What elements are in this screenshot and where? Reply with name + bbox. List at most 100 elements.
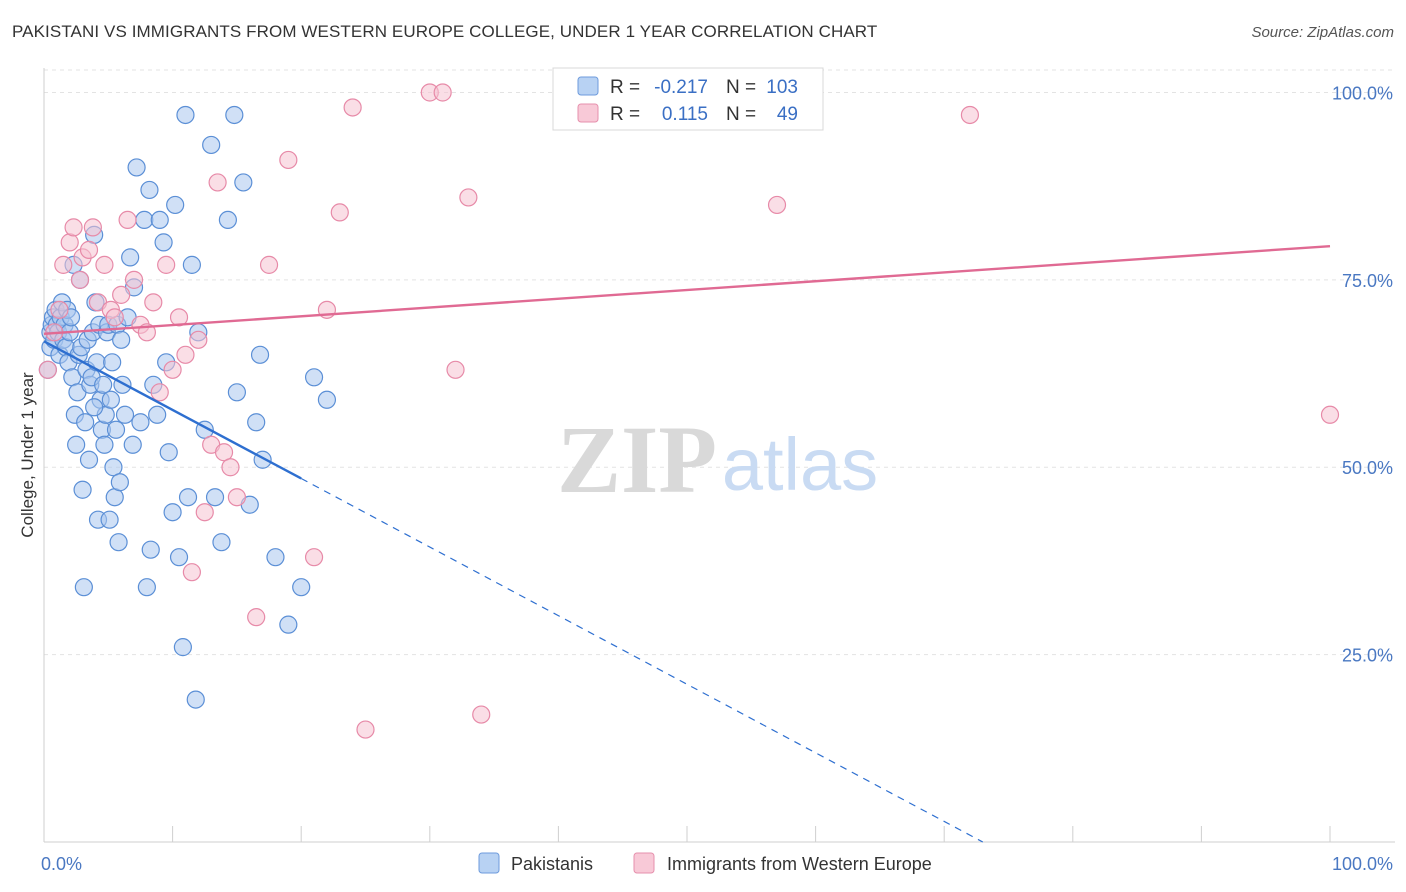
pakistanis-point-27	[73, 480, 92, 499]
pakistanis-point-29	[76, 413, 95, 432]
tick-labels: 25.0% 50.0% 75.0% 100.0% 0.0% 100.0%	[41, 83, 1393, 874]
immigrants-point-9	[83, 218, 102, 237]
immigrants-point-19	[144, 293, 163, 312]
bottom-legend-label-immigrants: Immigrants from Western Europe	[667, 854, 932, 874]
pakistanis-point-96	[279, 615, 298, 634]
immigrants-point-39	[343, 98, 362, 117]
pakistanis-point-73	[154, 233, 173, 252]
y-axis-label: College, Under 1 year	[18, 372, 37, 538]
pakistanis-point-65	[131, 413, 150, 432]
immigrants-point-46	[767, 195, 787, 215]
series-legend: Pakistanis Immigrants from Western Europ…	[478, 852, 932, 874]
pakistanis-point-44	[95, 435, 114, 454]
bottom-legend-label-pakistanis: Pakistanis	[511, 854, 593, 874]
immigrants-point-20	[150, 383, 169, 402]
legend-r-label-pink: R =	[610, 104, 640, 125]
pakistanis-point-57	[112, 330, 131, 349]
legend-n-value-blue: 103	[766, 77, 798, 98]
legend-swatch-blue	[577, 76, 599, 96]
watermark-zip: ZIP	[557, 406, 717, 513]
pakistanis-point-64	[127, 158, 146, 177]
immigrants-point-42	[433, 83, 452, 102]
pakistanis-point-88	[212, 533, 231, 552]
immigrants-point-30	[214, 443, 234, 462]
pakistanis-point-87	[205, 488, 225, 507]
pakistanis-point-28	[74, 578, 93, 597]
immigrants-point-4	[60, 233, 79, 252]
pakistanis-trend-line	[43, 340, 302, 480]
pakistanis-point-77	[166, 195, 185, 215]
axes	[43, 68, 1395, 843]
pakistanis-point-55	[109, 533, 128, 552]
y-tick-label-3: 100.0%	[1332, 83, 1393, 103]
immigrants-point-2	[50, 300, 69, 319]
immigrants-point-44	[459, 188, 478, 207]
immigrants-point-27	[195, 503, 214, 522]
y-tick-label-1: 50.0%	[1342, 458, 1393, 478]
pakistanis-point-81	[178, 488, 198, 507]
immigrants-point-36	[304, 548, 324, 567]
immigrants-point-6	[70, 270, 90, 289]
immigrants-point-32	[227, 488, 246, 507]
immigrants-point-14	[112, 285, 131, 304]
pakistanis-point-43	[94, 375, 113, 394]
pakistanis-point-66	[135, 210, 154, 230]
immigrants-point-25	[182, 563, 201, 582]
immigrants-point-0	[38, 360, 57, 379]
pakistanis-point-67	[137, 578, 156, 597]
legend-r-label-blue: R =	[610, 77, 640, 98]
immigrants-point-35	[279, 150, 298, 170]
trend-lines	[43, 244, 1331, 843]
pakistanis-point-62	[123, 435, 142, 454]
pakistanis-point-98	[304, 368, 324, 387]
pakistanis-point-69	[141, 540, 160, 559]
pakistanis-point-56	[110, 473, 129, 492]
immigrants-point-26	[189, 330, 208, 349]
pakistanis-point-97	[292, 578, 311, 597]
immigrants-point-38	[330, 203, 349, 222]
pakistanis-point-32	[79, 450, 99, 469]
immigrants-point-11	[95, 255, 114, 274]
pakistanis-point-102	[85, 398, 104, 417]
legend-n-label-blue: N =	[726, 77, 756, 98]
immigrants-point-47	[960, 105, 980, 125]
source-label: Source: ZipAtlas.com	[1251, 24, 1394, 41]
pakistanis-point-48	[100, 510, 119, 529]
pakistanis-point-79	[173, 638, 192, 657]
pakistanis-point-90	[227, 383, 246, 402]
pakistanis-point-72	[150, 210, 169, 230]
bottom-legend-swatch-pink	[633, 852, 655, 874]
pakistanis-point-93	[247, 413, 266, 432]
series-immigrants-western-europe	[38, 83, 1340, 739]
x-tick-label-1: 100.0%	[1332, 854, 1393, 874]
pakistanis-point-95	[266, 548, 285, 567]
immigrants-point-29	[208, 173, 227, 192]
immigrants-point-34	[259, 255, 279, 274]
legend-n-label-pink: N =	[726, 104, 756, 125]
pakistanis-point-22	[67, 435, 86, 454]
chart-title: PAKISTANI VS IMMIGRANTS FROM WESTERN EUR…	[12, 22, 878, 41]
pakistanis-point-89	[218, 210, 237, 230]
watermark: ZIP atlas	[557, 406, 878, 513]
y-tick-label-0: 25.0%	[1342, 646, 1393, 666]
immigrants-point-21	[157, 255, 176, 274]
legend-r-value-blue: -0.217	[654, 77, 708, 98]
legend-n-value-pink: 49	[777, 104, 798, 125]
y-tick-label-2: 75.0%	[1342, 271, 1393, 291]
legend-swatch-pink	[577, 103, 599, 123]
pakistanis-point-80	[176, 105, 195, 125]
pakistanis-point-71	[148, 405, 167, 424]
bottom-legend-swatch-blue	[478, 852, 500, 874]
pakistanis-point-83	[186, 690, 205, 709]
pakistanis-point-91	[234, 173, 253, 192]
pakistanis-point-53	[106, 420, 126, 439]
pakistanis-point-61	[121, 248, 140, 267]
x-tick-label-0: 0.0%	[41, 854, 82, 874]
pakistanis-point-49	[101, 390, 120, 409]
pakistanis-point-99	[317, 390, 337, 409]
pakistanis-point-50	[103, 353, 122, 372]
immigrants-point-8	[79, 240, 99, 259]
pakistanis-trend-extension	[300, 477, 984, 843]
immigrants-point-3	[54, 255, 73, 274]
